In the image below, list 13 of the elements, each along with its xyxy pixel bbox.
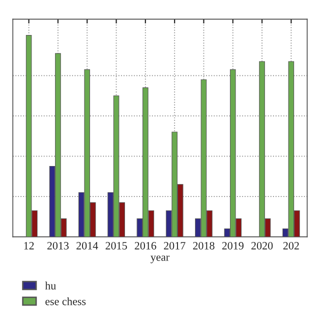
legend-label: ese chess	[45, 297, 86, 306]
x-tick-label: 202	[283, 242, 299, 250]
x-tick-label: 2013	[47, 242, 69, 250]
legend-label: hu	[45, 282, 56, 290]
x-tick-label: 2018	[193, 242, 214, 250]
x-tick-label: 2015	[106, 242, 127, 250]
x-axis-title: year	[150, 256, 170, 264]
x-tick-label: 2019	[222, 242, 244, 250]
x-tick-label: 2020	[251, 242, 273, 250]
x-tick-label: 2017	[164, 242, 186, 250]
x-tick-label: 2016	[134, 242, 156, 250]
x-tick-label: 2014	[76, 242, 98, 250]
x-tick-label: 12	[24, 242, 34, 250]
